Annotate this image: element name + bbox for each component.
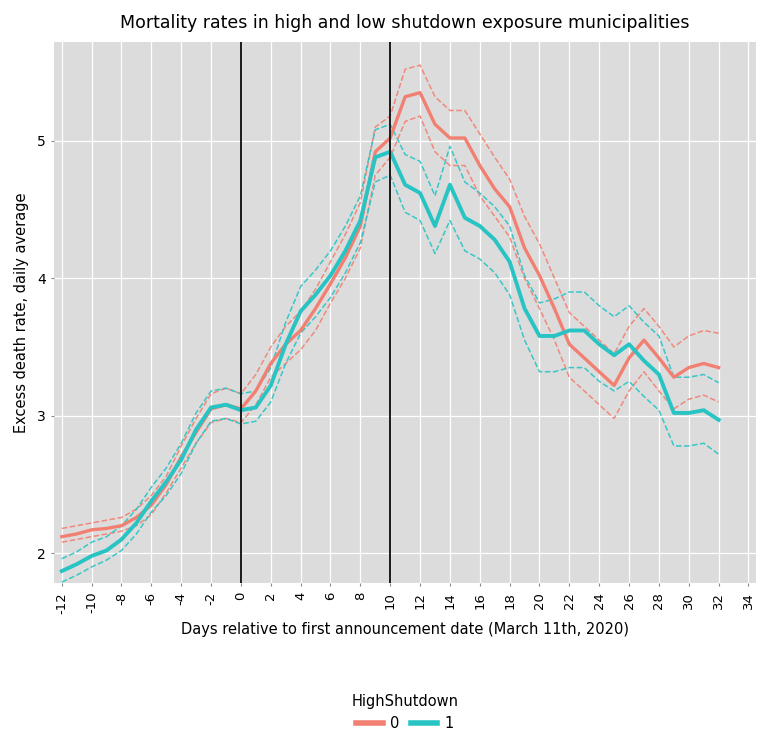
Legend: 0, 1: 0, 1 bbox=[346, 688, 464, 738]
Y-axis label: Excess death rate, daily average: Excess death rate, daily average bbox=[14, 192, 29, 433]
X-axis label: Days relative to first announcement date (March 11th, 2020): Days relative to first announcement date… bbox=[181, 622, 629, 637]
Title: Mortality rates in high and low shutdown exposure municipalities: Mortality rates in high and low shutdown… bbox=[120, 14, 690, 32]
